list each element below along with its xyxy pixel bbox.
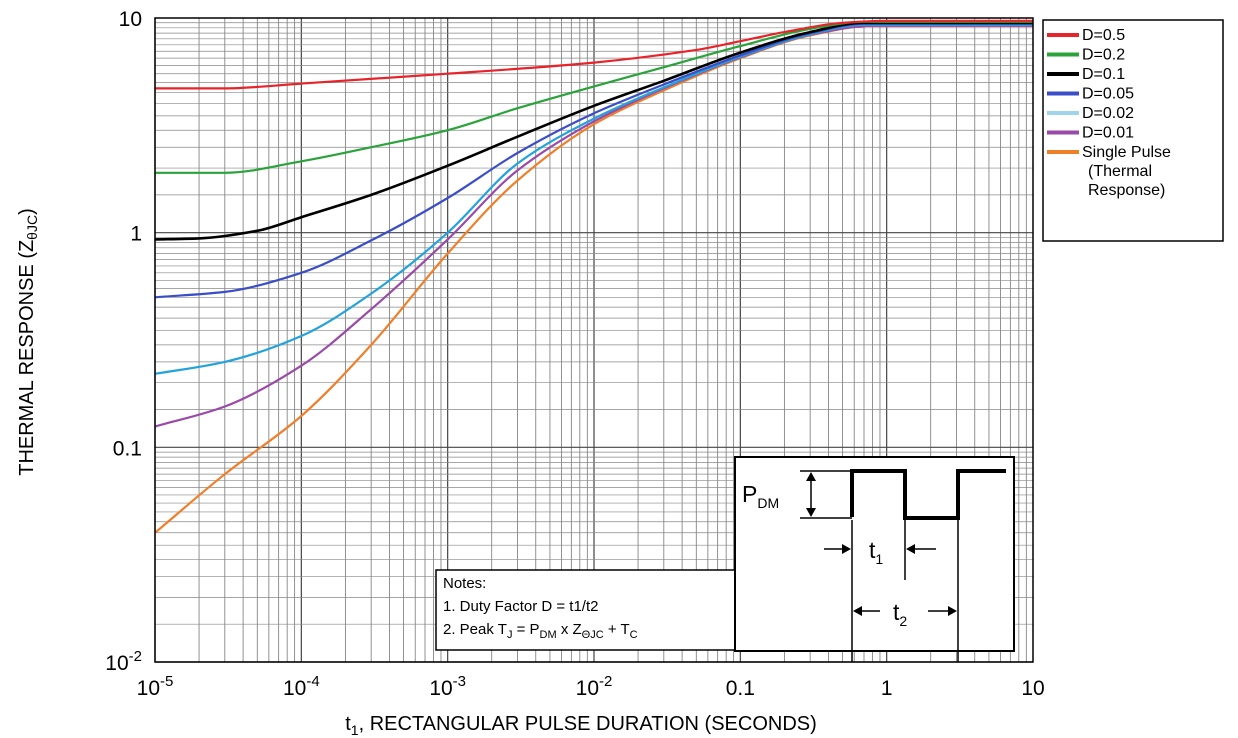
t2-arrowhead-left bbox=[853, 606, 862, 616]
legend-label: Single Pulse bbox=[1082, 144, 1171, 161]
pdm-label: PDM bbox=[742, 481, 779, 511]
x-tick-label: 1 bbox=[881, 677, 893, 700]
legend-label: D=0.1 bbox=[1082, 66, 1125, 83]
legend-label: D=0.5 bbox=[1082, 27, 1125, 44]
pulse-diagram-inset: PDM t1 t2 bbox=[734, 456, 1015, 662]
legend-label: D=0.2 bbox=[1082, 47, 1125, 64]
y-tick-label: 0.1 bbox=[113, 437, 142, 460]
y-tick-label: 1 bbox=[130, 223, 142, 246]
y-tick-labels: 10-2 0.1 1 10 bbox=[105, 8, 142, 675]
notes-line-2: 2. Peak TJ = PDM x ZΘJC + TC bbox=[443, 621, 638, 641]
plot-frame bbox=[154, 17, 1034, 663]
pdm-arrowhead-up bbox=[806, 472, 816, 481]
notes-box: Notes: 1. Duty Factor D = t1/t2 2. Peak … bbox=[435, 569, 747, 651]
legend-label: D=0.05 bbox=[1082, 86, 1134, 103]
x-tick-label: 10-2 bbox=[576, 673, 613, 700]
x-tick-label: 10 bbox=[1021, 677, 1044, 700]
series-lines bbox=[154, 19, 1033, 534]
legend: D=0.5 D=0.2 D=0.1 D=0.05 D=0.02 D=0.01 Single … bbox=[1042, 19, 1224, 242]
legend-label: (Thermal bbox=[1088, 163, 1152, 180]
legend-label: D=0.02 bbox=[1082, 105, 1134, 122]
y-tick-label: 10-2 bbox=[105, 648, 142, 675]
pdm-arrowhead-down bbox=[806, 508, 816, 517]
y-tick-label: 10 bbox=[119, 8, 142, 31]
x-axis-title: t1, RECTANGULAR PULSE DURATION (SECONDS) bbox=[345, 713, 817, 738]
x-tick-label: 10-4 bbox=[283, 673, 320, 700]
t2-label: t2 bbox=[893, 599, 907, 629]
inset-frame bbox=[734, 456, 1015, 652]
t1-arrowhead-left bbox=[842, 544, 851, 554]
legend-label: Response) bbox=[1088, 182, 1165, 199]
t1-label: t1 bbox=[869, 537, 883, 567]
legend-items: D=0.5 D=0.2 D=0.1 D=0.05 D=0.02 D=0.01 Single … bbox=[1047, 27, 1171, 199]
series-line-d-0-5 bbox=[155, 19, 1033, 90]
t2-arrowhead-right bbox=[948, 606, 957, 616]
notes-line-1: 1. Duty Factor D = t1/t2 bbox=[443, 598, 598, 615]
x-tick-label: 10-5 bbox=[137, 673, 174, 700]
x-tick-labels: 10-5 10-4 10-3 10-2 0.1 1 10 bbox=[137, 673, 1045, 700]
notes-title: Notes: bbox=[443, 575, 486, 592]
t1-arrowhead-right bbox=[906, 544, 915, 554]
x-tick-label: 10-3 bbox=[429, 673, 466, 700]
legend-label: D=0.01 bbox=[1082, 125, 1134, 142]
y-axis-title: THERMAL RESPONSE (ZθJC) bbox=[16, 208, 40, 476]
x-tick-label: 0.1 bbox=[726, 677, 755, 700]
